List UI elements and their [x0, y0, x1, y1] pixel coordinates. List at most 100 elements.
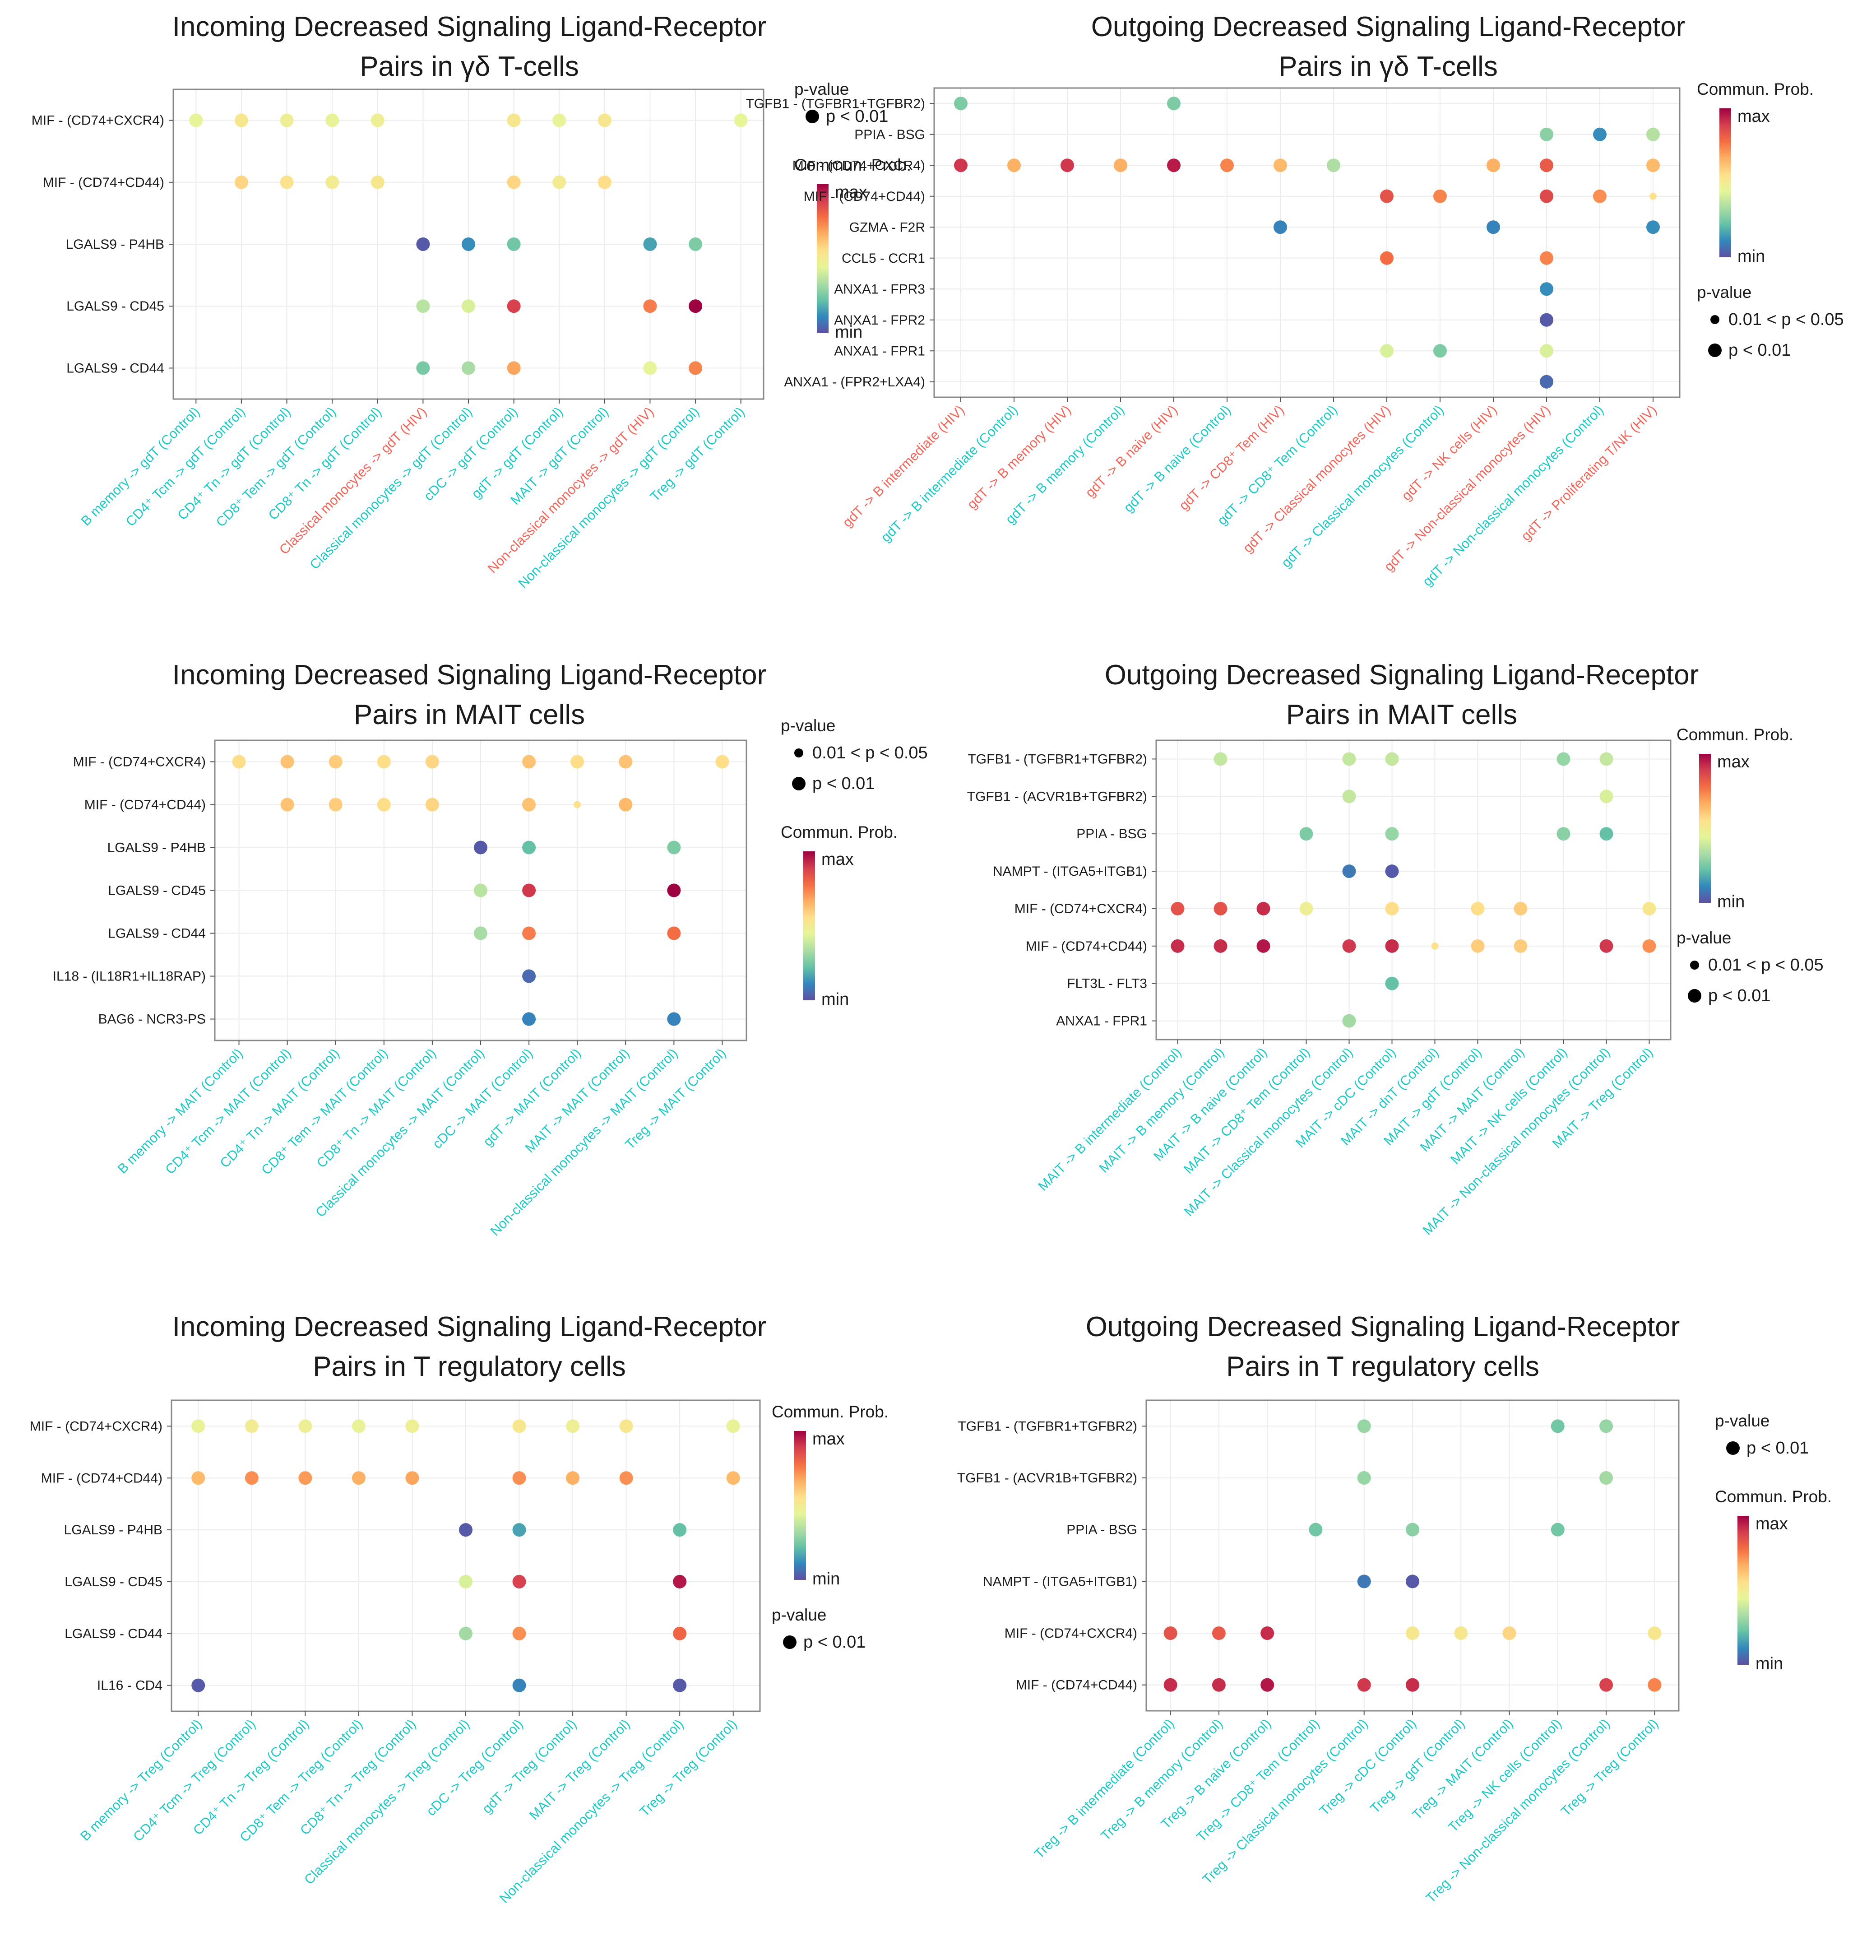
data-point	[280, 113, 294, 127]
data-point	[570, 755, 584, 769]
data-point	[574, 801, 581, 808]
chart-title-line: Incoming Decreased Signaling Ligand-Rece…	[172, 660, 767, 691]
data-point	[1433, 189, 1447, 203]
data-point	[954, 158, 968, 172]
data-point	[512, 1419, 526, 1433]
data-point	[619, 1419, 633, 1433]
data-point	[552, 175, 566, 189]
data-point	[1380, 251, 1394, 265]
data-point	[1540, 127, 1553, 141]
data-point	[643, 299, 657, 313]
data-point	[1556, 752, 1570, 766]
legend: Commun. Prob. max min p-value p < 0.01	[772, 1403, 889, 1652]
data-point	[1599, 827, 1613, 841]
data-point	[280, 175, 294, 189]
data-point	[1540, 158, 1553, 172]
row-label: GZMA - F2R	[849, 220, 925, 235]
column-label: gdT -> NK cells (HIV)	[1399, 403, 1500, 504]
data-point	[462, 361, 475, 375]
data-point	[1406, 1523, 1419, 1537]
data-point	[474, 926, 487, 940]
column-label: gdT -> gdT (Control)	[469, 404, 566, 502]
pvalue-legend-dot	[1688, 989, 1701, 1003]
plot-frame	[933, 87, 1681, 398]
row-label: ANXA1 - FPR1	[1056, 1014, 1147, 1029]
data-point	[507, 113, 521, 127]
data-point	[1007, 158, 1021, 172]
data-point	[1342, 864, 1356, 878]
data-point	[1342, 1014, 1356, 1028]
chart-title-line: Incoming Decreased Signaling Ligand-Rece…	[172, 11, 767, 42]
pvalue-legend-title: p-value	[1697, 283, 1751, 302]
pvalue-legend-dot	[806, 110, 819, 123]
pvalue-legend-label: p < 0.01	[1746, 1439, 1809, 1458]
data-point	[1540, 251, 1553, 265]
data-point	[1214, 901, 1228, 915]
data-point	[352, 1471, 366, 1485]
data-point	[1487, 220, 1500, 234]
prob-legend-title: Commun. Prob.	[1715, 1487, 1832, 1506]
data-point	[1599, 1419, 1613, 1433]
prob-colorbar	[1699, 754, 1711, 903]
data-point	[1114, 158, 1127, 172]
chart-title-line: Outgoing Decreased Signaling Ligand-Rece…	[1086, 1311, 1680, 1342]
data-point	[1599, 1678, 1613, 1692]
data-point	[522, 883, 536, 897]
data-point	[689, 361, 703, 375]
data-point	[1649, 192, 1657, 200]
data-point	[1406, 1575, 1419, 1588]
data-point	[459, 1626, 472, 1640]
data-point	[507, 237, 521, 251]
row-label: PPIA - BSG	[1066, 1523, 1137, 1537]
prob-colorbar	[817, 184, 829, 333]
row-label: LGALS9 - P4HB	[107, 841, 206, 855]
row-label: MIF - (CD74+CD44)	[41, 1471, 162, 1486]
chart-title-line: Outgoing Decreased Signaling Ligand-Rece…	[1091, 11, 1686, 42]
row-label: FLT3L - FLT3	[1067, 976, 1147, 991]
data-point	[566, 1419, 580, 1433]
data-point	[352, 1419, 366, 1433]
data-point	[1342, 939, 1356, 953]
data-point	[405, 1419, 419, 1433]
row-label: MIF - (CD74+CD44)	[804, 189, 925, 204]
data-point	[1599, 1471, 1613, 1485]
row-label: LGALS9 - CD45	[65, 1575, 162, 1589]
data-point	[1406, 1626, 1419, 1640]
data-point	[667, 926, 681, 940]
data-point	[1357, 1575, 1371, 1588]
pvalue-legend-dot	[794, 748, 803, 757]
data-point	[512, 1626, 526, 1640]
row-label: ANXA1 - (FPR2+LXA4)	[784, 375, 925, 390]
row-label: TGFB1 - (ACVR1B+TGFBR2)	[957, 1471, 1137, 1486]
data-point	[689, 299, 703, 313]
column-label: gdT -> B naive (HIV)	[1083, 403, 1181, 501]
data-point	[726, 1419, 740, 1433]
data-point	[643, 237, 657, 251]
pvalue-legend-dot	[792, 777, 806, 790]
data-point	[512, 1678, 526, 1692]
data-point	[191, 1419, 205, 1433]
data-point	[1599, 790, 1613, 804]
data-point	[1642, 901, 1656, 915]
column-label: Treg -> Classical monocytes (Control)	[1200, 1716, 1371, 1887]
pvalue-legend-label: 0.01 < p < 0.05	[812, 743, 928, 762]
row-label: LGALS9 - CD44	[108, 926, 206, 941]
row-label: MIF - (CD74+CXCR4)	[792, 158, 925, 173]
data-point	[1502, 1626, 1516, 1640]
data-point	[1357, 1471, 1371, 1485]
row-label: MIF - (CD74+CD44)	[1026, 939, 1147, 954]
data-point	[377, 798, 391, 812]
data-point	[1380, 344, 1394, 358]
data-point	[1342, 790, 1356, 804]
data-point	[459, 1523, 472, 1537]
data-point	[1431, 942, 1439, 950]
data-point	[425, 755, 439, 769]
data-point	[329, 755, 343, 769]
column-label: gdT -> B naive (Control)	[1121, 403, 1234, 516]
data-point	[234, 113, 248, 127]
data-point	[1299, 901, 1313, 915]
data-point	[1220, 158, 1234, 172]
data-point	[1406, 1678, 1419, 1692]
pvalue-legend-dot	[1690, 961, 1699, 970]
column-label: Non-classical monocytes -> Treg (Control…	[497, 1717, 686, 1906]
